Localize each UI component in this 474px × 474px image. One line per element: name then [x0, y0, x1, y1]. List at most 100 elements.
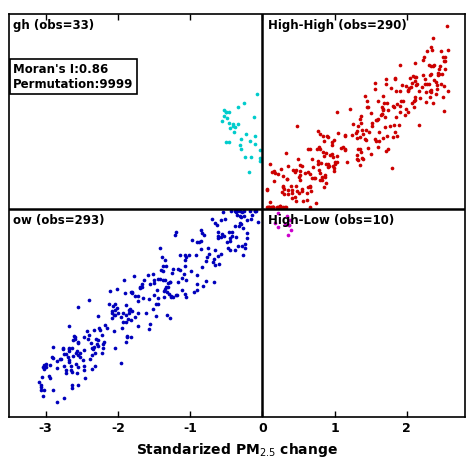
Point — [174, 278, 182, 286]
Point — [218, 234, 225, 241]
Point — [65, 345, 73, 352]
Point — [221, 106, 228, 113]
Point — [62, 366, 70, 374]
Point — [276, 203, 284, 211]
Point — [40, 387, 48, 394]
Point — [393, 132, 401, 140]
Point — [216, 260, 223, 268]
Point — [246, 137, 254, 145]
Point — [282, 220, 289, 228]
Point — [314, 157, 321, 165]
Point — [239, 224, 247, 232]
Point — [413, 81, 420, 88]
Point — [333, 158, 341, 166]
Point — [231, 123, 239, 131]
Point — [150, 277, 158, 284]
Point — [192, 252, 200, 259]
Point — [341, 146, 348, 154]
Point — [439, 93, 447, 100]
Point — [327, 152, 334, 159]
Point — [40, 365, 48, 373]
Point — [100, 338, 108, 346]
Point — [199, 263, 206, 270]
Point — [111, 344, 118, 352]
Point — [108, 307, 116, 314]
Point — [211, 246, 219, 254]
Point — [223, 138, 230, 146]
Point — [225, 138, 233, 146]
Point — [157, 266, 165, 273]
Point — [64, 354, 72, 361]
Point — [429, 99, 437, 107]
Point — [253, 91, 261, 98]
Point — [54, 365, 61, 372]
Point — [283, 212, 291, 220]
Point — [164, 283, 172, 291]
Point — [373, 137, 380, 145]
Point — [131, 272, 138, 280]
Point — [131, 313, 139, 320]
Point — [60, 344, 67, 351]
Point — [341, 146, 348, 153]
Point — [314, 127, 321, 135]
Point — [223, 114, 230, 121]
Point — [123, 333, 130, 341]
Point — [392, 74, 399, 82]
Point — [400, 97, 407, 104]
Point — [95, 325, 102, 332]
Point — [285, 221, 293, 229]
Point — [279, 203, 287, 211]
Text: High-Low (obs=10): High-Low (obs=10) — [268, 214, 394, 228]
Point — [288, 186, 296, 194]
Point — [365, 128, 373, 136]
Point — [141, 276, 148, 283]
Point — [331, 158, 338, 165]
Point — [180, 271, 187, 278]
Point — [348, 131, 356, 139]
Point — [68, 382, 75, 389]
Point — [71, 332, 78, 339]
Point — [225, 119, 233, 127]
Point — [288, 189, 295, 196]
Point — [352, 129, 360, 137]
Point — [114, 310, 122, 317]
Point — [380, 100, 388, 107]
Point — [444, 46, 451, 54]
Point — [213, 221, 220, 229]
Point — [232, 223, 239, 230]
Point — [280, 190, 288, 197]
Point — [384, 145, 392, 153]
Point — [330, 136, 338, 144]
Point — [430, 76, 438, 83]
Point — [238, 242, 246, 250]
Point — [106, 300, 113, 308]
Point — [238, 208, 246, 216]
Point — [397, 97, 404, 105]
Point — [80, 362, 88, 370]
Point — [176, 266, 183, 274]
Point — [322, 172, 329, 179]
Point — [219, 230, 226, 237]
Point — [293, 187, 301, 195]
Point — [96, 327, 104, 334]
Point — [390, 121, 398, 128]
Point — [45, 373, 53, 380]
Point — [438, 71, 446, 78]
Point — [237, 135, 245, 142]
Point — [358, 155, 365, 162]
Point — [325, 133, 332, 140]
Point — [237, 213, 245, 220]
Point — [355, 122, 362, 129]
Point — [296, 167, 304, 174]
Point — [193, 286, 201, 293]
Point — [76, 353, 83, 360]
Point — [287, 182, 295, 190]
Point — [227, 246, 234, 254]
Point — [218, 118, 226, 125]
Point — [318, 176, 326, 183]
Point — [275, 223, 283, 231]
Point — [402, 105, 410, 112]
Point — [356, 116, 364, 123]
Point — [283, 175, 291, 182]
Point — [369, 119, 376, 127]
